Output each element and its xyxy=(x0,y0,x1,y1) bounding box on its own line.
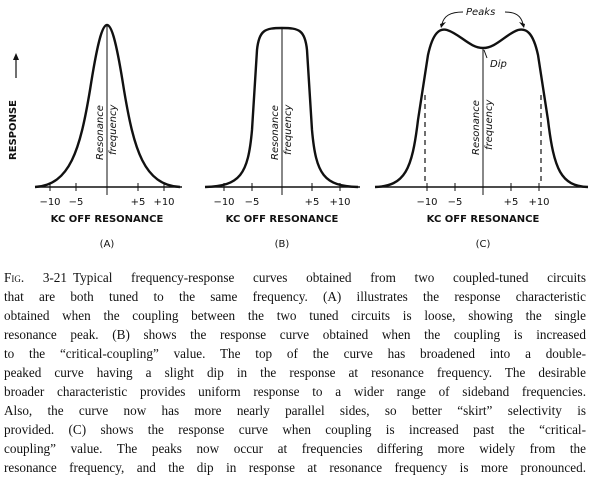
tick-label: +5 xyxy=(305,197,320,208)
caption-line: coupling” value. The peaks now occur at … xyxy=(4,439,586,458)
tick-label: −10 xyxy=(416,197,437,208)
caption-line: resonance peak. (B) shows the response c… xyxy=(4,325,586,344)
tick-label: +5 xyxy=(504,197,519,208)
caption-text: provided. (C) shows the response curve w… xyxy=(4,422,586,437)
caption-text: coupling” value. The peaks now occur at … xyxy=(4,441,586,456)
tick-label: +5 xyxy=(131,197,146,208)
center-label: frequency xyxy=(283,104,294,155)
caption-line: obtained when the coupling between the t… xyxy=(4,306,586,325)
caption-text: resonance frequency, and the dip in resp… xyxy=(4,460,586,475)
caption-line: Also, the curve now has more nearly para… xyxy=(4,401,586,420)
figure: RESPONSE Peaks Dip −10 −5 +5 +10 KC OFF RESO… xyxy=(8,7,589,250)
center-label: frequency xyxy=(484,99,495,150)
caption-text: broader characteristic provides uniform … xyxy=(4,384,586,399)
center-label: Resonance xyxy=(471,100,482,155)
caption-line: broader characteristic provides uniform … xyxy=(4,382,586,401)
tick-label: −10 xyxy=(213,197,234,208)
caption-text: obtained when the coupling between the t… xyxy=(4,308,586,323)
tick-label: +10 xyxy=(528,197,549,208)
peaks-label: Peaks xyxy=(466,7,495,18)
caption-text: to the “critical-coupling” value. The to… xyxy=(4,346,586,361)
caption-text: Also, the curve now has more nearly para… xyxy=(4,403,586,418)
caption-text: Typical frequency-response curves obtain… xyxy=(73,270,586,285)
tick-label: +10 xyxy=(329,197,350,208)
panel-label: (C) xyxy=(476,239,491,250)
center-label: Resonance xyxy=(95,105,106,160)
center-label: Resonance xyxy=(270,105,281,160)
dip-label: Dip xyxy=(490,59,507,70)
tick-label: −5 xyxy=(245,197,260,208)
x-label: KC OFF RESONANCE xyxy=(427,214,540,225)
caption-line: to the “critical-coupling” value. The to… xyxy=(4,344,586,363)
tick-label: −5 xyxy=(69,197,84,208)
caption-line: Fig. 3-21 Typical frequency-response curv… xyxy=(4,268,586,287)
center-label: frequency xyxy=(108,104,119,155)
x-label: KC OFF RESONANCE xyxy=(51,214,164,225)
caption-line: peaked curve having a slight dip in the … xyxy=(4,363,586,382)
panel-label: (A) xyxy=(100,239,115,250)
tick-label: +10 xyxy=(153,197,174,208)
figure-number: Fig. 3-21 xyxy=(4,270,67,285)
caption-line: provided. (C) shows the response curve w… xyxy=(4,420,586,439)
caption-text: peaked curve having a slight dip in the … xyxy=(4,365,586,380)
y-label: RESPONSE xyxy=(8,100,19,160)
caption-text: that are both tuned to the same frequenc… xyxy=(4,289,586,304)
caption-line: resonance frequency, and the dip in resp… xyxy=(4,458,586,477)
caption-text: resonance peak. (B) shows the response c… xyxy=(4,327,586,342)
tick-label: −10 xyxy=(39,197,60,208)
x-label: KC OFF RESONANCE xyxy=(226,214,339,225)
caption-line: that are both tuned to the same frequenc… xyxy=(4,287,586,306)
panel-label: (B) xyxy=(275,239,290,250)
caption: Fig. 3-21 Typical frequency-response curv… xyxy=(4,268,586,477)
tick-label: −5 xyxy=(448,197,463,208)
